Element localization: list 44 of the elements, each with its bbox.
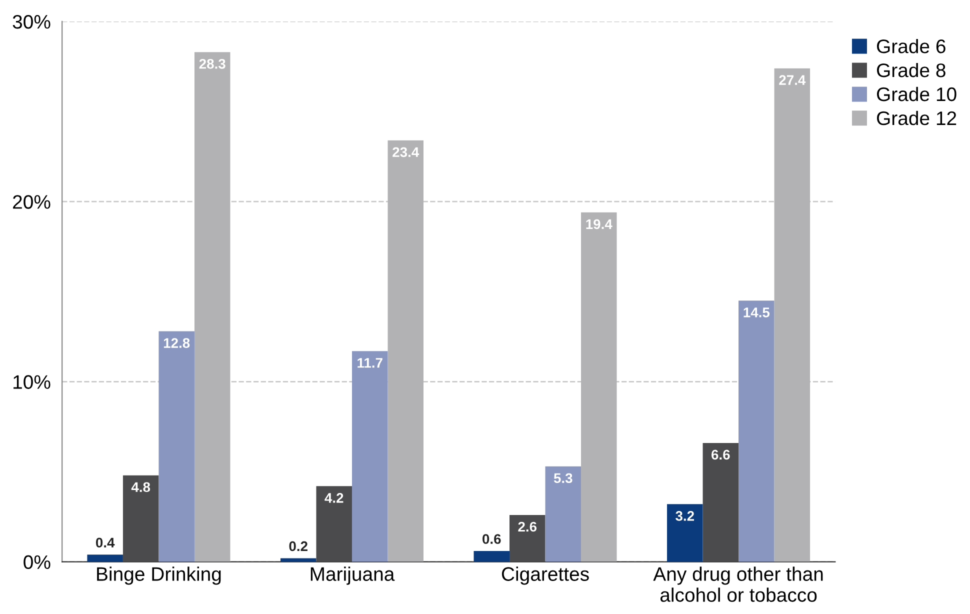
- x-tick-label: Binge Drinking: [97, 566, 221, 585]
- x-tick-label: Cigarettes: [502, 566, 589, 585]
- data-label: 14.5: [744, 308, 770, 318]
- bar: [122, 475, 159, 562]
- bar: [667, 504, 703, 562]
- legend-label: Grade 6: [876, 38, 946, 54]
- legend-label: Grade 12: [876, 110, 956, 126]
- data-label: 5.3: [554, 473, 572, 484]
- legend-label: Grade 10: [876, 86, 956, 102]
- data-label: 11.7: [358, 358, 382, 368]
- x-tick-label: Marijuana: [310, 566, 395, 585]
- bar: [388, 140, 424, 562]
- bar: [545, 466, 582, 562]
- bar: [702, 442, 739, 562]
- bar: [774, 68, 810, 562]
- x-tick-label: Any drug other than alcohol or tobacco: [653, 566, 823, 602]
- data-label: 2.6: [518, 522, 537, 532]
- data-label: 0.2: [289, 541, 308, 552]
- bar: [194, 52, 230, 562]
- bar: [510, 514, 546, 562]
- bar: [474, 551, 510, 562]
- bar: [316, 486, 352, 562]
- data-label: 0.6: [482, 534, 501, 544]
- data-label: 19.4: [586, 219, 612, 230]
- bar: [158, 331, 194, 562]
- legend-label: Grade 8: [876, 62, 946, 78]
- y-tick-label: 10%: [14, 375, 50, 389]
- data-label: 12.8: [164, 338, 190, 348]
- data-label: 28.3: [199, 58, 226, 69]
- data-label: 0.4: [96, 538, 115, 548]
- bar: [581, 212, 617, 562]
- data-label: 6.6: [712, 450, 730, 460]
- bar: [87, 554, 123, 562]
- y-tick-label: 20%: [13, 195, 50, 209]
- bar: [280, 558, 316, 562]
- y-tick-label: 30%: [12, 14, 50, 29]
- data-label: 4.2: [324, 493, 344, 503]
- data-label: 23.4: [392, 147, 420, 158]
- bar: [738, 300, 774, 562]
- data-label: 27.4: [779, 75, 806, 85]
- data-label: 3.2: [676, 511, 694, 521]
- bar: [352, 351, 388, 562]
- y-tick-label: 0%: [24, 555, 50, 570]
- data-label: 4.8: [131, 482, 150, 492]
